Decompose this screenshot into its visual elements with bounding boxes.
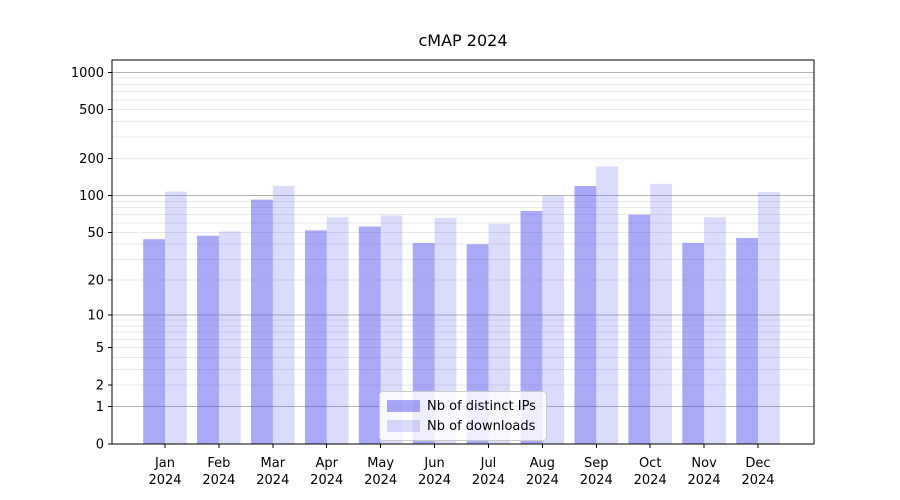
bar-downloads-nov bbox=[704, 217, 726, 444]
y-tick-label: 2 bbox=[96, 378, 104, 393]
y-tick-label: 500 bbox=[79, 103, 104, 118]
y-tick-label: 10 bbox=[87, 309, 104, 324]
y-tick-label: 200 bbox=[79, 152, 104, 167]
y-tick-label: 50 bbox=[87, 226, 104, 241]
x-tick-label-month: May bbox=[367, 456, 394, 471]
x-tick-label-year: 2024 bbox=[741, 473, 774, 488]
y-tick-label: 1 bbox=[96, 400, 104, 415]
bar-ips-mar bbox=[251, 199, 273, 444]
bar-downloads-apr bbox=[326, 217, 349, 444]
x-tick-label-month: Dec bbox=[745, 456, 770, 471]
chart-title: cMAP 2024 bbox=[418, 31, 508, 50]
bar-ips-nov bbox=[682, 242, 705, 444]
bar-ips-dec bbox=[736, 238, 758, 444]
bar-ips-aug bbox=[520, 211, 543, 444]
y-tick-label: 100 bbox=[79, 189, 104, 204]
plot-border bbox=[111, 59, 815, 445]
bar-downloads-dec bbox=[757, 192, 780, 444]
legend-swatch-downloads bbox=[387, 420, 420, 432]
x-tick-label-month: Jun bbox=[423, 456, 444, 471]
x-tick-label-month: Sep bbox=[584, 456, 609, 471]
bar-downloads-jul bbox=[488, 223, 511, 444]
bar-ips-sep bbox=[574, 186, 597, 444]
bar-downloads-jan bbox=[165, 191, 187, 444]
x-tick-label-month: Mar bbox=[261, 456, 286, 471]
x-tick-label-month: Apr bbox=[315, 456, 338, 471]
legend-label-downloads: Nb of downloads bbox=[427, 418, 536, 434]
x-tick-label-year: 2024 bbox=[364, 473, 397, 488]
x-tick-label-month: Oct bbox=[639, 456, 661, 471]
x-tick-label-year: 2024 bbox=[148, 473, 181, 488]
x-tick-label-year: 2024 bbox=[472, 473, 505, 488]
bar-downloads-aug bbox=[542, 195, 565, 444]
x-tick-label-year: 2024 bbox=[418, 473, 451, 488]
x-tick-label-year: 2024 bbox=[688, 473, 721, 488]
bar-downloads-sep bbox=[596, 166, 619, 444]
x-tick-label-month: Jan bbox=[154, 456, 175, 471]
x-tick-label-month: Nov bbox=[691, 456, 717, 471]
y-tick-label: 5 bbox=[96, 341, 104, 356]
y-tick-label: 1000 bbox=[71, 66, 104, 81]
x-tick-label-month: Aug bbox=[530, 456, 555, 471]
y-tick-label: 20 bbox=[87, 274, 104, 289]
legend-swatch-distinct-ips bbox=[387, 400, 420, 412]
x-tick-label-year: 2024 bbox=[310, 473, 343, 488]
x-tick-label-year: 2024 bbox=[526, 473, 559, 488]
legend-label-distinct-ips: Nb of distinct IPs bbox=[427, 398, 536, 414]
x-tick-label-year: 2024 bbox=[202, 473, 235, 488]
legend-item-downloads: Nb of downloads bbox=[387, 417, 536, 435]
bar-downloads-jun bbox=[434, 217, 457, 444]
x-tick-label-year: 2024 bbox=[580, 473, 613, 488]
bar-downloads-feb bbox=[218, 231, 241, 444]
bar-ips-jan bbox=[143, 239, 165, 444]
bar-ips-oct bbox=[628, 214, 651, 444]
legend-item-distinct-ips: Nb of distinct IPs bbox=[387, 397, 536, 415]
x-tick-label-year: 2024 bbox=[634, 473, 667, 488]
bar-ips-apr bbox=[304, 230, 327, 444]
bar-downloads-oct bbox=[650, 183, 672, 444]
x-tick-label-month: Feb bbox=[207, 456, 230, 471]
bar-ips-feb bbox=[197, 235, 219, 444]
bar-ips-may bbox=[358, 226, 381, 444]
bar-downloads-mar bbox=[272, 186, 295, 444]
y-tick-label: 0 bbox=[96, 438, 104, 453]
x-tick-label-year: 2024 bbox=[256, 473, 289, 488]
bar-downloads-may bbox=[380, 215, 403, 444]
legend: Nb of distinct IPs Nb of downloads bbox=[379, 391, 547, 441]
x-tick-label-month: Jul bbox=[480, 456, 497, 471]
